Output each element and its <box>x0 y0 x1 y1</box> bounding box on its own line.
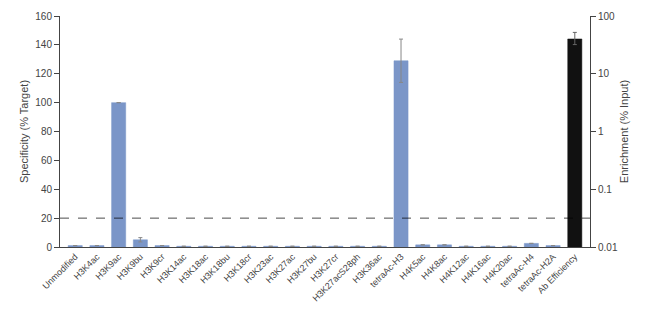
svg-text:Specificity (% Target): Specificity (% Target) <box>18 80 30 183</box>
svg-text:100: 100 <box>35 97 52 108</box>
svg-text:tetraAc-H3: tetraAc-H3 <box>368 252 405 289</box>
svg-text:140: 140 <box>35 39 52 50</box>
svg-text:160: 160 <box>35 11 52 22</box>
svg-text:H4K5ac: H4K5ac <box>398 251 428 281</box>
svg-text:H3K18bu: H3K18bu <box>198 252 232 286</box>
svg-text:H3K36ac: H3K36ac <box>351 251 385 285</box>
svg-text:H3K9cr: H3K9cr <box>138 252 166 280</box>
svg-text:100: 100 <box>598 11 615 22</box>
svg-text:Ab Efficiency: Ab Efficiency <box>536 251 580 295</box>
svg-text:H3K27ac: H3K27ac <box>264 251 298 285</box>
svg-text:10: 10 <box>598 68 610 79</box>
svg-text:1: 1 <box>598 126 604 137</box>
svg-text:H4K20ac: H4K20ac <box>481 251 515 285</box>
svg-text:H4K16ac: H4K16ac <box>459 251 493 285</box>
svg-text:H3K9ac: H3K9ac <box>94 251 124 281</box>
svg-text:H3K23ac: H3K23ac <box>242 251 276 285</box>
svg-text:0.1: 0.1 <box>598 184 612 195</box>
svg-text:80: 80 <box>41 126 53 137</box>
svg-text:H3K27cr: H3K27cr <box>309 252 341 284</box>
svg-text:40: 40 <box>41 184 53 195</box>
svg-text:H4K12ac: H4K12ac <box>438 251 472 285</box>
svg-text:20: 20 <box>41 213 53 224</box>
svg-text:H3K4ac: H3K4ac <box>72 251 102 281</box>
svg-text:60: 60 <box>41 155 53 166</box>
svg-text:Enrichment (% Input): Enrichment (% Input) <box>618 80 630 183</box>
svg-text:0.01: 0.01 <box>598 242 618 253</box>
svg-text:H3K14ac: H3K14ac <box>155 251 189 285</box>
svg-text:H4K8ac: H4K8ac <box>419 251 449 281</box>
svg-text:0: 0 <box>46 242 52 253</box>
svg-text:H3K18cr: H3K18cr <box>222 252 254 284</box>
svg-text:tetraAc-H4: tetraAc-H4 <box>498 252 535 289</box>
svg-text:H3K9bu: H3K9bu <box>115 252 145 282</box>
svg-text:120: 120 <box>35 68 52 79</box>
svg-text:Unmodified: Unmodified <box>41 252 80 291</box>
svg-text:H3K27acS28ph: H3K27acS28ph <box>311 252 363 304</box>
svg-text:H3K18ac: H3K18ac <box>177 251 211 285</box>
svg-text:H3K27bu: H3K27bu <box>285 252 319 286</box>
svg-text:tetraAc-H2A: tetraAc-H2A <box>516 252 558 294</box>
